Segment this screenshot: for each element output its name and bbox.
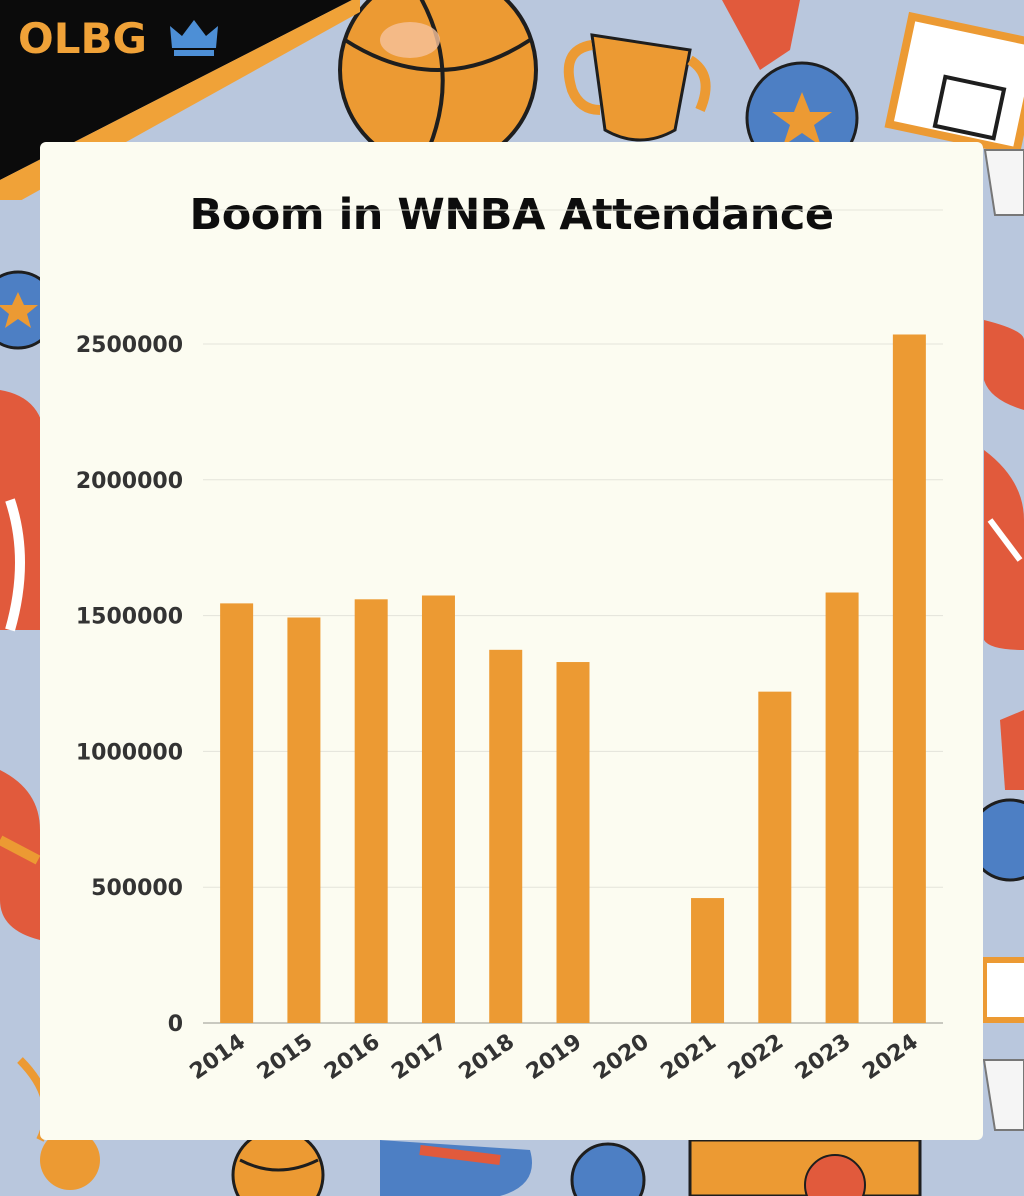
y-tick-label: 1500000 xyxy=(76,605,183,630)
x-tick-label: 2016 xyxy=(320,1029,384,1085)
bar-2015 xyxy=(287,617,321,1023)
bars xyxy=(220,334,926,1023)
basketball-icon xyxy=(231,1128,325,1196)
x-tick-label: 2024 xyxy=(858,1029,922,1085)
y-tick-label: 2000000 xyxy=(76,469,183,494)
bar-2022 xyxy=(758,691,792,1023)
bar-2021 xyxy=(691,898,725,1023)
y-tick-label: 1000000 xyxy=(76,740,183,765)
sneaker-icon xyxy=(0,390,45,632)
x-tick-label: 2022 xyxy=(724,1029,788,1085)
bar-2016 xyxy=(354,599,388,1023)
y-tick-label: 500000 xyxy=(91,876,183,901)
court-board-icon xyxy=(688,1138,922,1196)
bar-2014 xyxy=(220,603,254,1023)
basketball-hoop-icon xyxy=(981,957,1024,1131)
x-tick-label: 2021 xyxy=(656,1029,720,1085)
y-axis: 0 500000 1000000 1500000 2000000 2500000 xyxy=(76,333,183,1037)
sneaker-icon xyxy=(0,770,41,940)
x-tick-label: 2014 xyxy=(186,1029,250,1085)
chart-title: Boom in WNBA Attendance xyxy=(189,190,834,240)
bar-2018 xyxy=(489,649,523,1023)
medal-icon xyxy=(570,1142,646,1196)
crown-icon xyxy=(170,20,218,56)
basketball-hoop-icon xyxy=(884,11,1024,216)
bar-2017 xyxy=(421,595,455,1023)
x-tick-label: 2023 xyxy=(791,1029,855,1085)
trophy-icon xyxy=(563,33,711,142)
x-tick-label: 2017 xyxy=(387,1029,451,1085)
y-tick-label: 2500000 xyxy=(76,333,183,358)
x-tick-label: 2020 xyxy=(589,1029,653,1085)
bar-2024 xyxy=(892,334,926,1023)
sneaker-icon xyxy=(984,320,1024,650)
brand-logo[interactable]: OLBG xyxy=(18,14,147,63)
x-tick-label: 2019 xyxy=(522,1029,586,1085)
sneaker-icon xyxy=(380,1140,532,1196)
bar-2019 xyxy=(556,662,590,1023)
x-axis: 2014 2015 2016 2017 2018 2019 2020 2021 2022 2023… xyxy=(186,1029,923,1085)
x-tick-label: 2015 xyxy=(253,1029,317,1085)
x-tick-label: 2018 xyxy=(455,1029,519,1085)
y-tick-label: 0 xyxy=(168,1012,183,1037)
bar-2023 xyxy=(825,592,859,1023)
